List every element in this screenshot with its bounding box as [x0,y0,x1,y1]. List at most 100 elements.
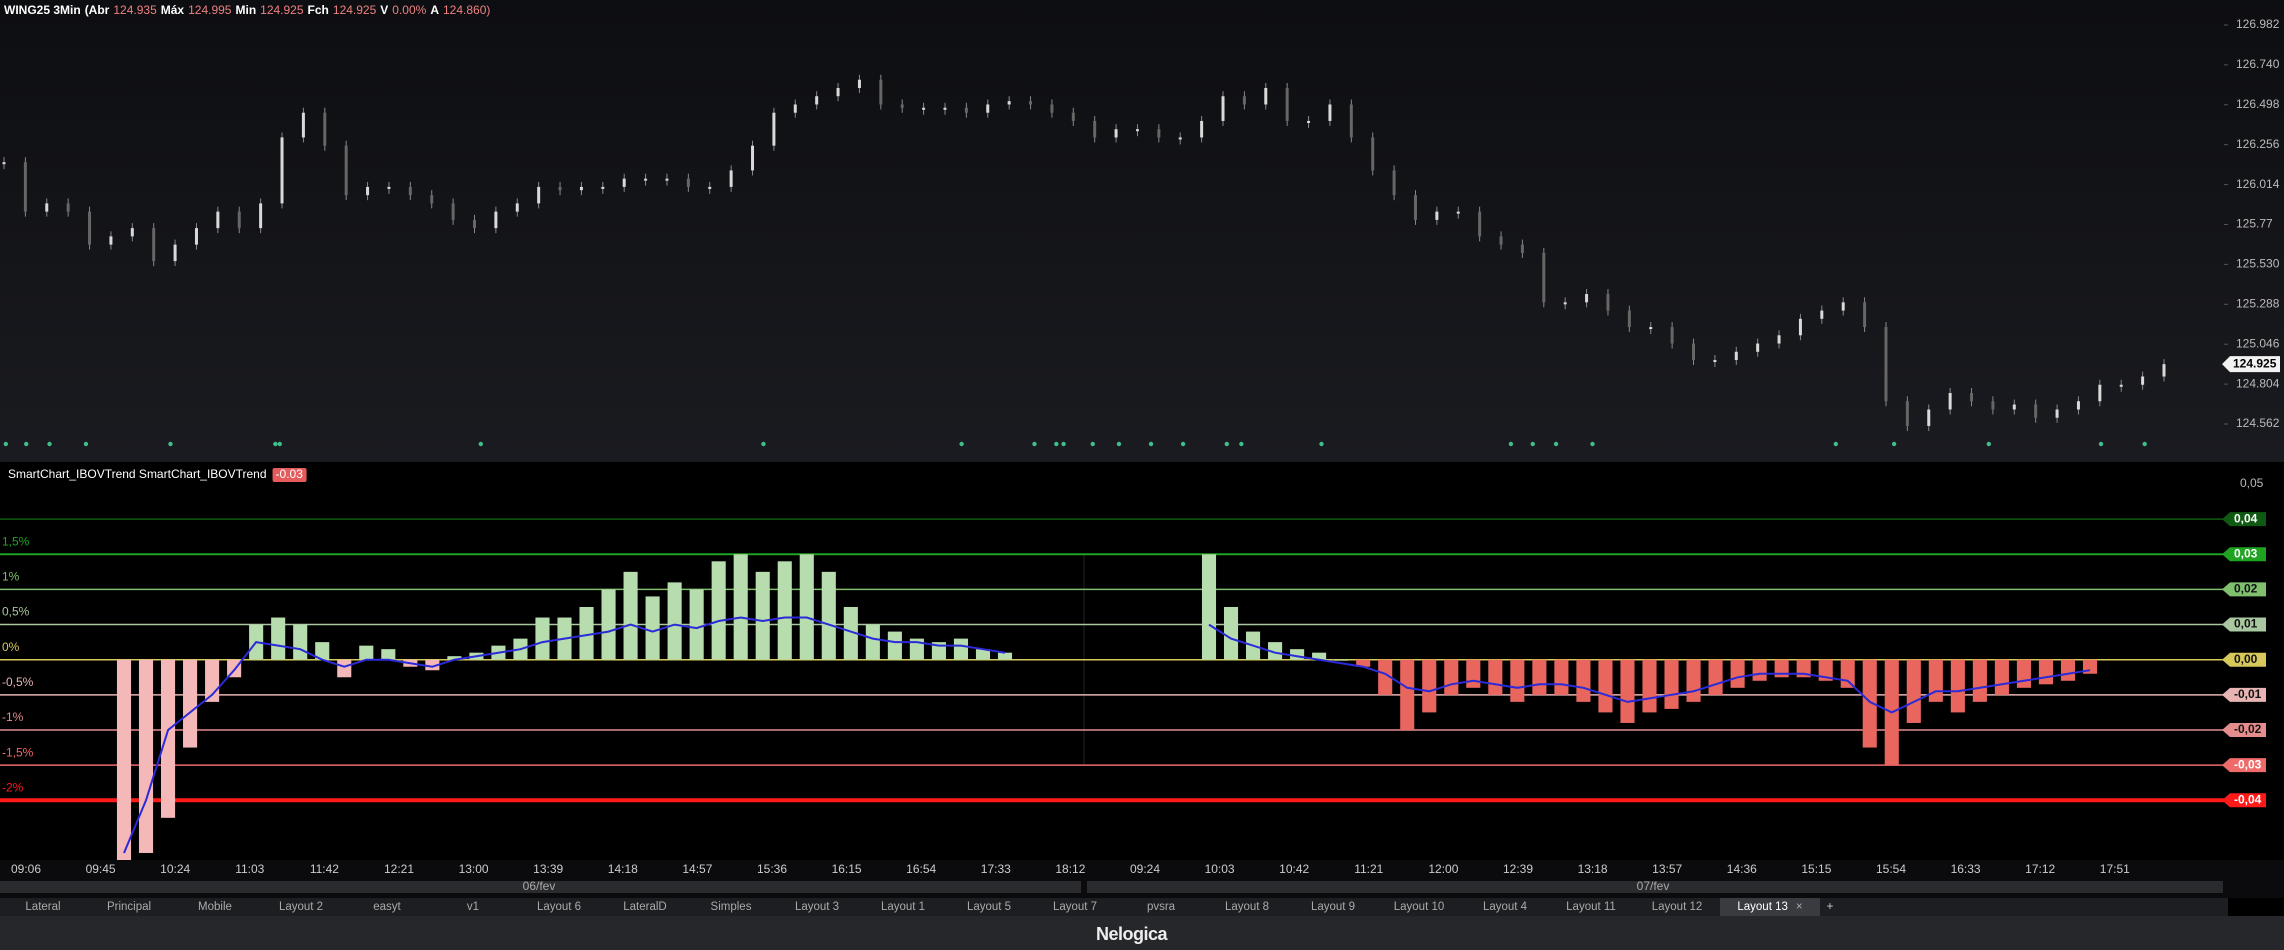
candle [964,107,968,113]
tab-label[interactable]: Layout 1 [880,901,926,913]
tab-label[interactable]: Layout 8 [1224,901,1270,913]
ohlc-value: 124.925 [332,3,377,17]
tab[interactable]: easyt [344,898,430,916]
histogram-bar [1928,659,1943,702]
tab-label[interactable]: Layout 7 [1052,901,1098,913]
time-label: 16:54 [906,862,936,876]
time-label: 10:03 [1205,862,1235,876]
tab[interactable]: Layout 10 [1376,898,1462,916]
candle [1307,120,1311,123]
signal-dot [959,441,964,447]
candle [772,112,776,146]
time-label: 17:33 [981,862,1011,876]
tab-label[interactable]: Lateral [25,901,61,913]
histogram-bar [1972,659,1987,702]
histogram-bar [1906,659,1921,723]
candle [323,112,327,146]
tab[interactable]: Lateral [0,898,86,916]
tab[interactable]: v1 [430,898,516,916]
tab-label[interactable]: Layout 3 [794,901,840,913]
time-label: 10:42 [1279,862,1309,876]
tab[interactable]: Layout 4 [1462,898,1548,916]
tab-label[interactable]: Layout 4 [1482,901,1528,913]
signal-dot [1239,441,1244,447]
histogram-bar [381,649,396,660]
tab-label[interactable]: Layout 6 [536,901,582,913]
candle [515,203,519,212]
candle [472,219,476,229]
signal-dot [478,441,484,447]
tab[interactable]: Layout 5 [946,898,1032,916]
histogram-bar [1488,659,1503,695]
tab-label[interactable]: easyt [373,901,401,913]
tab-label[interactable]: Layout 10 [1393,901,1445,913]
tab-label[interactable]: pvsra [1146,901,1176,913]
candle [815,96,819,105]
histogram-bar [1466,659,1481,688]
candle [194,228,198,245]
candle [601,186,605,189]
time-label: 16:33 [1951,862,1981,876]
ohlc-value: 124.925 [260,3,304,17]
tab-label[interactable]: Layout 9 [1310,901,1356,913]
time-label: 17:51 [2100,862,2130,876]
tab[interactable]: pvsra [1118,898,1204,916]
tab[interactable]: Mobile [172,898,258,916]
candle [579,186,583,191]
tab-label[interactable]: Layout 12 [1651,901,1703,913]
tab-label[interactable]: Layout 5 [966,901,1012,913]
level-tag-label: -0,02 [2234,722,2262,736]
candle [729,170,733,187]
histogram-bar [2060,659,2076,681]
tab[interactable]: Layout 7 [1032,898,1118,916]
candle [1542,252,1546,303]
tab-label[interactable]: Layout 13 [1737,901,1788,913]
tab-label[interactable]: Simples [710,901,752,913]
add-tab[interactable]: + [1826,901,1834,913]
tab[interactable]: Layout 12 [1634,898,1720,916]
candle [1734,351,1738,361]
tab-close[interactable]: × [1795,901,1803,913]
indicator-top-tick: 0,05 [2240,476,2264,490]
candle [2076,401,2080,410]
candle [1285,87,1289,121]
candle [1798,318,1802,336]
tab[interactable]: Layout 8 [1204,898,1290,916]
tab[interactable]: Principal [86,898,172,916]
candle [301,112,305,138]
tab-label[interactable]: Principal [106,901,152,913]
tab[interactable]: Layout 1 [860,898,946,916]
signal-dot [1508,441,1514,447]
tab-label[interactable]: Layout 2 [278,901,324,913]
candle [1328,104,1332,121]
candle [1820,310,1824,319]
level-tag [2222,582,2266,597]
tab-label[interactable]: Mobile [198,901,232,913]
histogram-bar [1510,659,1525,702]
signal-dot [83,441,89,447]
candle [366,186,370,196]
time-label: 13:57 [1652,862,1682,876]
candle [2098,384,2102,402]
signal-dot [1180,441,1186,447]
tab[interactable]: Layout 3 [774,898,860,916]
tab[interactable]: LateralD [602,898,688,916]
candle [1007,101,1011,105]
tab[interactable]: Layout 11 [1548,898,1634,916]
candle [1499,236,1503,245]
tab[interactable]: Layout 9 [1290,898,1376,916]
tab[interactable]: Simples [688,898,774,916]
tab-label[interactable]: v1 [466,901,480,913]
histogram-bar [138,659,154,853]
tab-label[interactable]: Layout 11 [1566,901,1616,913]
tab[interactable]: Layout 13 × [1720,898,1820,916]
histogram-bar [535,617,550,660]
tab-label[interactable]: LateralD [623,901,667,913]
percent-label: 0% [2,640,20,654]
tab[interactable]: Layout 6 [516,898,602,916]
candle [130,228,134,237]
percent-label: 1% [2,570,20,584]
tab[interactable]: Layout 2 [258,898,344,916]
level-tag [2222,617,2266,632]
